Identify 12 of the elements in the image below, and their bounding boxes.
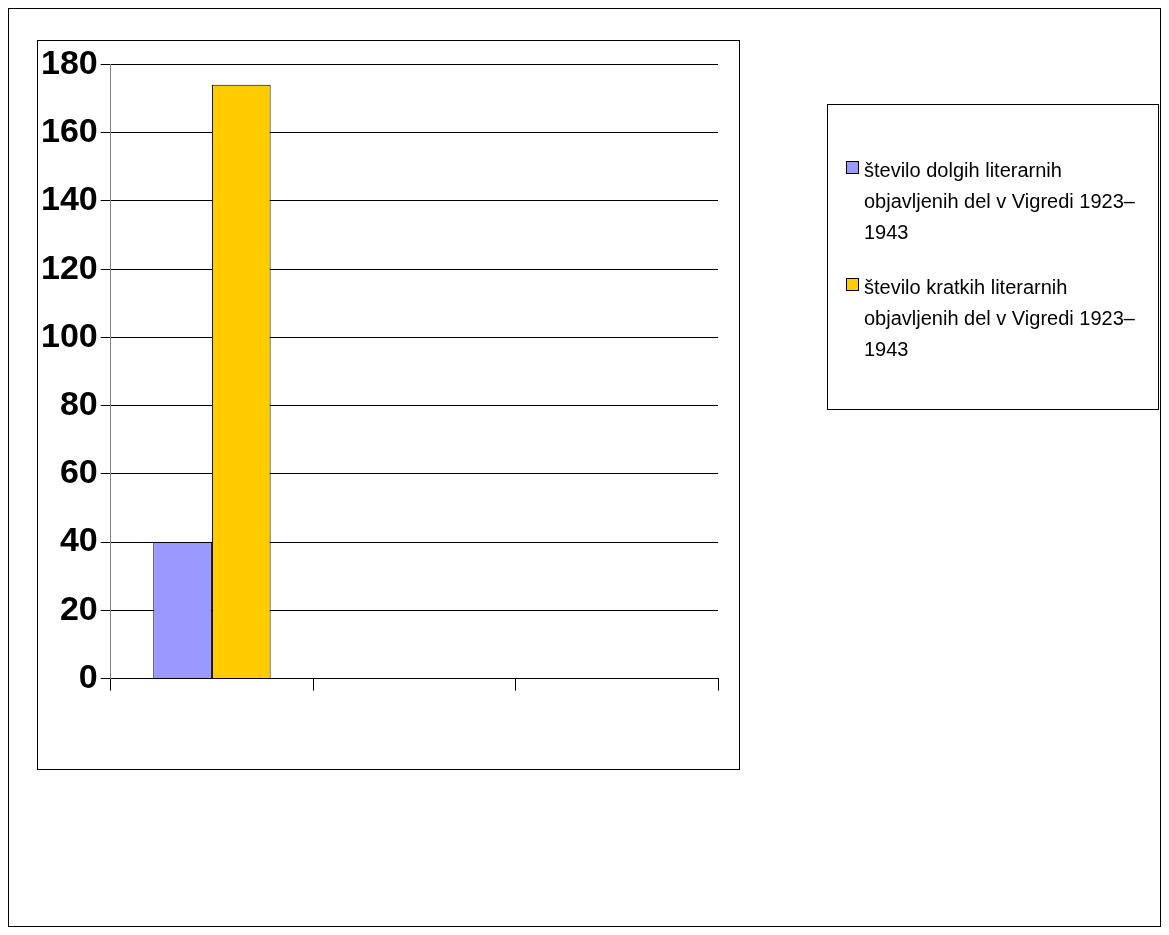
legend-label: število kratkih literarnih objavljenih del v Vigredi 1923–1943: [864, 275, 1136, 362]
y-tick-label: 160: [40, 111, 98, 150]
y-tick-label: 100: [40, 315, 98, 354]
y-tick-label: 0: [78, 656, 98, 695]
legend-label: število dolgih literarnih objavljenih del v Vigredi 1923–1943: [864, 158, 1136, 245]
y-tick-label: 180: [40, 42, 98, 81]
y-tick-label: 20: [59, 588, 98, 627]
y-tick-label: 40: [59, 520, 98, 559]
y-tick-label: 120: [40, 247, 98, 286]
y-tick-label: 140: [40, 179, 98, 218]
y-tick-label: 60: [59, 452, 98, 491]
y-tick-label: 80: [59, 384, 98, 422]
